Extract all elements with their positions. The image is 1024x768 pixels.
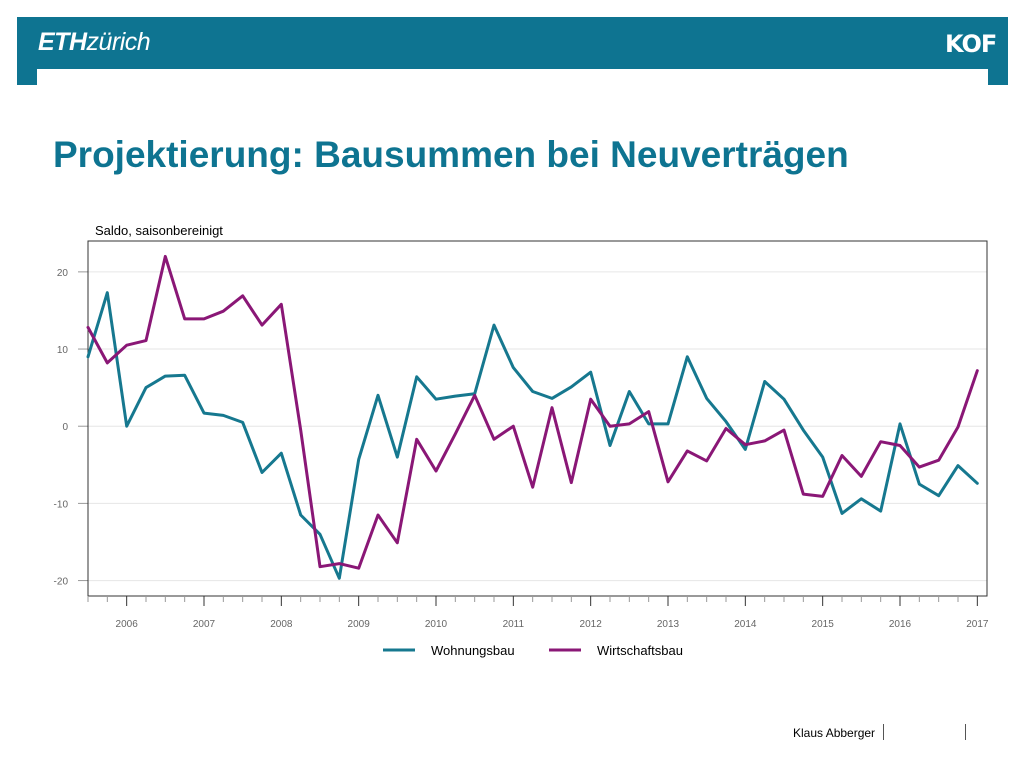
x-tick-label: 2012	[580, 619, 603, 630]
y-tick-label: 0	[62, 422, 68, 433]
eth-zurich-logo: ETHzürich	[38, 28, 151, 57]
x-tick-label: 2009	[348, 619, 371, 630]
x-tick-label: 2007	[193, 619, 216, 630]
y-tick-label: -10	[54, 499, 69, 510]
x-tick-label: 2013	[657, 619, 680, 630]
x-tick-label: 2015	[812, 619, 835, 630]
header-bar-tab-left	[17, 69, 37, 85]
y-tick-label: 20	[57, 268, 69, 279]
eth-logo-light: zürich	[86, 28, 151, 56]
footer-separator	[883, 724, 884, 740]
y-tick-label: -20	[54, 577, 69, 588]
x-tick-label: 2014	[734, 619, 757, 630]
eth-logo-bold: ETH	[38, 28, 87, 56]
y-tick-label: 10	[57, 345, 69, 356]
slide-title: Projektierung: Bausummen bei Neuverträge…	[53, 134, 849, 175]
x-tick-label: 2011	[503, 619, 525, 630]
legend-label: Wirtschaftsbau	[597, 643, 683, 658]
footer-separator	[965, 724, 966, 740]
footer-author: Klaus Abberger	[793, 726, 876, 740]
x-tick-label: 2016	[889, 619, 912, 630]
plot-frame	[87, 240, 988, 597]
x-tick-label: 2010	[425, 619, 448, 630]
header-bar-tab-right	[988, 69, 1008, 85]
series-line-wohnungsbau	[86, 291, 979, 580]
series-line-wirtschaftsbau	[86, 254, 979, 570]
y-axis-label: Saldo, saisonbereinigt	[95, 223, 223, 238]
x-tick-label: 2008	[270, 619, 293, 630]
legend-label: Wohnungsbau	[431, 643, 515, 658]
x-tick-label: 2006	[116, 619, 139, 630]
x-tick-label: 2017	[966, 619, 989, 630]
kof-logo: KOF	[945, 30, 997, 58]
header-bar	[17, 17, 1008, 69]
